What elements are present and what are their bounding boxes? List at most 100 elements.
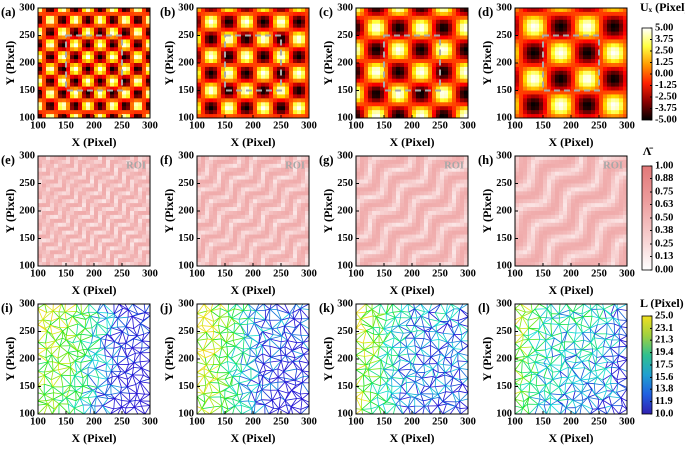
heatmap-cell	[142, 31, 147, 36]
heatmap-cell	[130, 19, 135, 25]
heatmap-cell	[253, 207, 258, 212]
heatmap-cell	[146, 183, 150, 188]
heatmap-cell	[301, 98, 306, 103]
y-tick-label: 250	[178, 178, 194, 189]
heatmap-cell	[253, 156, 258, 161]
heatmap-cell	[70, 187, 75, 192]
heatmap-cell	[249, 27, 254, 33]
heatmap-cell	[237, 86, 242, 91]
heatmap-cell	[547, 39, 552, 44]
heatmap-cell	[50, 106, 55, 111]
heatmap-cell	[54, 203, 59, 208]
heatmap-cell	[535, 78, 540, 84]
heatmap-cell	[436, 39, 441, 44]
heatmap-cell	[595, 98, 600, 103]
heatmap-cell	[138, 82, 143, 88]
heatmap-cell	[221, 66, 226, 72]
heatmap-cell	[563, 82, 568, 88]
heatmap-cell	[114, 199, 119, 204]
heatmap-cell	[146, 47, 150, 52]
heatmap-cell	[432, 43, 437, 48]
heatmap-cell	[452, 66, 457, 72]
heatmap-cell	[531, 35, 536, 40]
heatmap-cell	[213, 106, 218, 111]
heatmap-cell	[301, 191, 306, 196]
heatmap-cell	[563, 59, 568, 64]
heatmap-cell	[420, 39, 425, 44]
heatmap-cell	[237, 187, 242, 192]
heatmap-cell	[432, 78, 437, 84]
heatmap-cell	[134, 15, 139, 21]
heatmap-cell	[539, 19, 544, 25]
heatmap-cell	[277, 15, 282, 21]
heatmap-cell	[452, 47, 457, 52]
heatmap-cell	[70, 246, 75, 251]
heatmap-cell	[110, 187, 115, 192]
heatmap-cell	[523, 59, 528, 64]
heatmap-cell	[527, 23, 532, 29]
heatmap-cell	[623, 15, 627, 21]
heatmap-cell	[281, 262, 286, 266]
heatmap-cell	[464, 102, 468, 107]
heatmap-cell	[591, 35, 596, 40]
heatmap-cell	[396, 31, 401, 36]
heatmap-cell	[452, 43, 457, 48]
heatmap-cell	[201, 31, 206, 36]
heatmap-cell	[50, 19, 55, 25]
heatmap-cell	[82, 230, 87, 236]
heatmap-cell	[225, 74, 230, 80]
heatmap-cell	[237, 195, 242, 200]
heatmap-cell	[134, 167, 139, 173]
heatmap-cell	[428, 19, 433, 25]
heatmap-cell	[98, 218, 103, 224]
heatmap-cell	[293, 70, 298, 76]
heatmap-cell	[205, 218, 210, 224]
heatmap-cell	[58, 238, 63, 243]
heatmap-cell	[297, 156, 302, 161]
heatmap-cell	[245, 156, 250, 161]
heatmap-cell	[217, 11, 222, 17]
heatmap-cell	[249, 98, 254, 103]
heatmap-cell	[416, 35, 421, 40]
heatmap-cell	[130, 214, 135, 220]
heatmap-cell	[293, 66, 298, 72]
heatmap-cell	[197, 254, 202, 259]
heatmap-cell	[146, 167, 150, 173]
heatmap-cell	[249, 183, 254, 188]
heatmap-cell	[265, 187, 270, 192]
heatmap-cell	[587, 82, 592, 88]
heatmap-cell	[225, 226, 230, 232]
heatmap-cell	[456, 35, 461, 40]
heatmap-cell	[559, 66, 564, 72]
heatmap-cell	[130, 66, 135, 72]
heatmap-cell	[297, 63, 302, 68]
heatmap-cell	[94, 70, 99, 76]
heatmap-cell	[372, 15, 377, 21]
heatmap-cell	[591, 27, 596, 33]
heatmap-cell	[452, 114, 457, 118]
heatmap-cell	[90, 222, 95, 228]
heatmap-cell	[106, 31, 111, 36]
heatmap-cell	[360, 86, 365, 91]
heatmap-cell	[599, 31, 604, 36]
heatmap-cell	[261, 234, 266, 239]
heatmap-cell	[388, 94, 393, 99]
heatmap-cell	[523, 23, 528, 29]
heatmap-cell	[412, 78, 417, 84]
heatmap-cell	[118, 175, 123, 181]
heatmap-cell	[221, 55, 226, 60]
heatmap-cell	[46, 106, 51, 111]
heatmap-cell	[106, 238, 111, 243]
heatmap-cell	[229, 234, 234, 239]
heatmap-cell	[213, 47, 218, 52]
heatmap-cell	[146, 102, 150, 107]
heatmap-cell	[293, 179, 298, 184]
heatmap-cell	[98, 15, 103, 21]
heatmap-cell	[78, 31, 83, 36]
heatmap-cell	[305, 47, 309, 52]
heatmap-cell	[587, 114, 592, 118]
heatmap-cell	[146, 27, 150, 33]
heatmap-cell	[305, 55, 309, 60]
heatmap-cell	[404, 98, 409, 103]
heatmap-cell	[619, 23, 624, 29]
